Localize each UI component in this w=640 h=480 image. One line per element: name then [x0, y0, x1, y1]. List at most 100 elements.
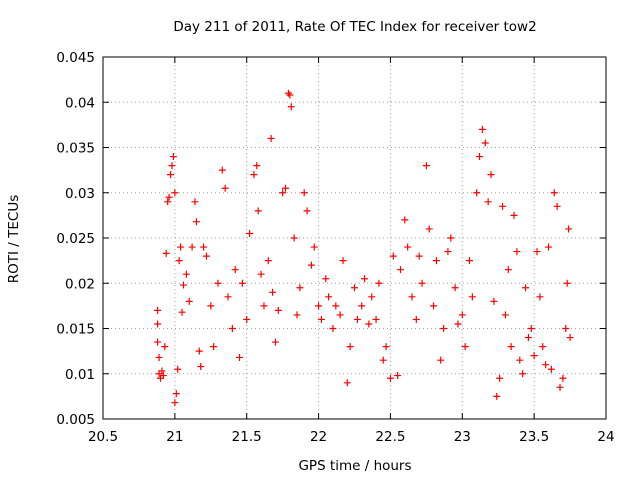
x-tick-label: 22.5 — [375, 429, 405, 445]
data-point — [432, 257, 440, 265]
data-point — [202, 252, 210, 260]
data-point — [550, 189, 558, 197]
data-point — [536, 293, 544, 301]
data-point — [303, 207, 311, 215]
data-point — [542, 361, 550, 369]
data-point — [155, 353, 163, 361]
data-point — [246, 229, 254, 237]
data-point — [154, 320, 162, 328]
data-point — [286, 91, 294, 99]
data-point — [490, 297, 498, 305]
data-point — [179, 281, 187, 289]
data-point — [254, 207, 262, 215]
y-tick-label: 0.045 — [56, 50, 95, 66]
y-tick-label: 0.025 — [56, 231, 95, 247]
data-point — [257, 270, 265, 278]
data-point — [556, 383, 564, 391]
data-point — [430, 302, 438, 310]
data-point — [307, 261, 315, 269]
data-point — [188, 243, 196, 251]
data-point — [282, 184, 290, 192]
data-point — [154, 338, 162, 346]
data-point — [562, 325, 570, 332]
data-point — [310, 243, 318, 251]
data-point — [401, 216, 409, 224]
data-point — [243, 315, 251, 323]
y-tick-label: 0.04 — [65, 95, 95, 111]
data-point — [296, 284, 304, 292]
data-point — [425, 225, 433, 233]
axis-ticks: 20.5 21 21.5 22 22.5 23 23.5 24 0.005 0.01 0.015 0.… — [56, 50, 614, 445]
data-point — [547, 365, 555, 373]
data-point — [530, 352, 538, 360]
data-point — [279, 189, 287, 197]
data-point — [195, 347, 203, 355]
data-point — [382, 343, 390, 351]
chart-title: Day 211 of 2011, Rate Of TEC Index for r… — [173, 19, 536, 35]
data-point — [339, 257, 347, 265]
x-tick-label: 24 — [597, 429, 614, 445]
data-point — [386, 374, 394, 382]
data-point — [228, 325, 236, 332]
x-tick-label: 20.5 — [88, 429, 118, 445]
data-point — [358, 302, 366, 310]
data-point — [566, 334, 574, 342]
y-tick-label: 0.01 — [65, 367, 95, 383]
data-point — [165, 193, 173, 201]
plot-frame — [102, 56, 607, 420]
data-point — [264, 257, 272, 265]
data-point — [461, 343, 469, 351]
data-point — [197, 363, 205, 371]
data-point — [454, 320, 462, 328]
data-point — [522, 284, 530, 292]
y-tick-label: 0.035 — [56, 141, 95, 157]
data-point — [343, 379, 351, 387]
data-point — [422, 162, 430, 170]
data-point — [418, 279, 426, 287]
data-point — [329, 325, 337, 332]
data-point — [375, 279, 383, 287]
y-tick-label: 0.03 — [65, 186, 95, 202]
data-point — [214, 279, 222, 287]
data-point — [221, 184, 229, 192]
data-point — [171, 189, 179, 197]
data-point — [260, 302, 268, 310]
data-point — [290, 234, 298, 242]
data-point — [507, 343, 515, 351]
data-point — [322, 275, 330, 283]
data-point — [379, 356, 387, 364]
data-point — [437, 356, 445, 364]
x-tick-label: 21 — [166, 429, 183, 445]
data-point — [516, 356, 524, 364]
data-point — [182, 270, 190, 278]
data-point — [394, 372, 402, 380]
y-tick-label: 0.005 — [56, 412, 95, 428]
data-point — [171, 399, 179, 407]
data-point — [545, 243, 553, 251]
x-tick-label: 22 — [310, 429, 327, 445]
data-point — [493, 392, 501, 400]
data-point — [231, 266, 239, 274]
data-point — [287, 103, 295, 111]
data-point — [524, 334, 532, 342]
data-point — [168, 162, 176, 170]
data-point — [372, 315, 380, 323]
data-point — [192, 218, 200, 226]
data-point — [565, 225, 573, 233]
data-point — [164, 198, 172, 206]
data-point — [539, 343, 547, 351]
data-point — [563, 279, 571, 287]
data-point — [185, 297, 193, 305]
data-point — [510, 211, 518, 219]
data-point — [224, 293, 232, 301]
data-point — [458, 311, 466, 319]
y-axis-label: ROTI / TECUs — [6, 195, 22, 283]
data-point — [476, 153, 484, 161]
data-point — [504, 266, 512, 274]
data-point — [481, 139, 489, 147]
data-point — [496, 374, 504, 382]
data-point — [271, 338, 279, 346]
data-point — [162, 249, 170, 257]
data-point — [177, 243, 185, 251]
